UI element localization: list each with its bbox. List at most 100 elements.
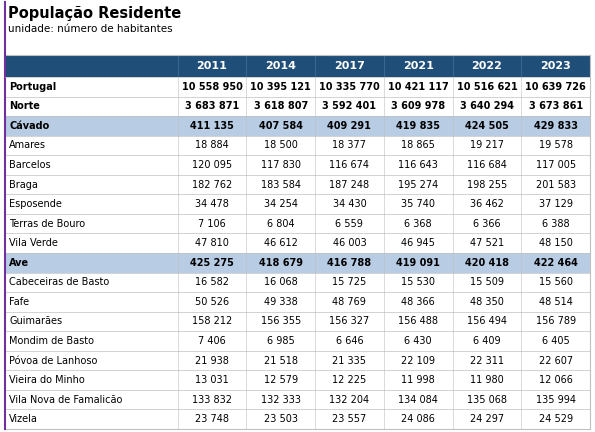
Text: 2021: 2021: [403, 61, 434, 71]
Text: 3 683 871: 3 683 871: [185, 102, 239, 111]
Text: 7 406: 7 406: [198, 336, 226, 346]
Text: 2011: 2011: [196, 61, 227, 71]
Bar: [5, 155, 590, 175]
Text: 418 679: 418 679: [259, 258, 303, 268]
Bar: [5, 214, 590, 233]
Text: 6 559: 6 559: [336, 219, 364, 229]
Text: 419 835: 419 835: [396, 121, 440, 131]
Text: 15 725: 15 725: [332, 277, 367, 287]
Text: 21 518: 21 518: [264, 356, 298, 365]
Text: 187 248: 187 248: [330, 180, 369, 190]
Text: 50 526: 50 526: [195, 297, 229, 307]
Bar: [5, 116, 590, 136]
Text: Esposende: Esposende: [9, 199, 62, 209]
Text: 15 560: 15 560: [538, 277, 572, 287]
Text: 10 516 621: 10 516 621: [456, 82, 517, 92]
Text: 117 005: 117 005: [536, 160, 576, 170]
Text: 10 421 117: 10 421 117: [388, 82, 449, 92]
Text: 23 503: 23 503: [264, 414, 298, 424]
Bar: [5, 331, 590, 351]
Text: 120 095: 120 095: [192, 160, 232, 170]
Text: 156 789: 156 789: [536, 317, 576, 327]
Text: 46 612: 46 612: [264, 238, 298, 248]
Text: 6 366: 6 366: [473, 219, 501, 229]
Text: Portugal: Portugal: [9, 82, 57, 92]
Text: 48 769: 48 769: [333, 297, 367, 307]
Text: 22 109: 22 109: [401, 356, 435, 365]
Text: 2014: 2014: [265, 61, 296, 71]
Text: 158 212: 158 212: [192, 317, 232, 327]
Text: 24 297: 24 297: [470, 414, 504, 424]
Text: 156 494: 156 494: [467, 317, 507, 327]
Text: 420 418: 420 418: [465, 258, 509, 268]
Text: 12 066: 12 066: [538, 375, 572, 385]
Text: 2023: 2023: [540, 61, 571, 71]
Bar: [5, 370, 590, 390]
Text: 18 377: 18 377: [333, 140, 367, 150]
Text: 16 068: 16 068: [264, 277, 298, 287]
Text: 416 788: 416 788: [327, 258, 371, 268]
Text: 12 225: 12 225: [332, 375, 367, 385]
Text: 24 529: 24 529: [538, 414, 573, 424]
Text: 135 994: 135 994: [536, 395, 575, 405]
Text: 132 204: 132 204: [330, 395, 369, 405]
Text: Fafe: Fafe: [9, 297, 29, 307]
Bar: [5, 194, 590, 214]
Text: Barcelos: Barcelos: [9, 160, 51, 170]
Text: Amares: Amares: [9, 140, 46, 150]
Text: 422 464: 422 464: [534, 258, 578, 268]
Text: 156 327: 156 327: [329, 317, 369, 327]
Bar: [5, 351, 590, 370]
Text: 6 388: 6 388: [542, 219, 569, 229]
Text: 23 748: 23 748: [195, 414, 229, 424]
Text: 133 832: 133 832: [192, 395, 232, 405]
Text: 47 810: 47 810: [195, 238, 229, 248]
Text: 13 031: 13 031: [195, 375, 229, 385]
Text: 16 582: 16 582: [195, 277, 229, 287]
Text: Ave: Ave: [9, 258, 29, 268]
Text: 48 366: 48 366: [401, 297, 435, 307]
Text: 2022: 2022: [471, 61, 502, 71]
Text: 6 405: 6 405: [542, 336, 569, 346]
Text: 419 091: 419 091: [396, 258, 440, 268]
Text: 7 106: 7 106: [198, 219, 226, 229]
Text: 6 409: 6 409: [473, 336, 501, 346]
Text: 156 488: 156 488: [398, 317, 438, 327]
Text: 116 674: 116 674: [330, 160, 369, 170]
Text: 201 583: 201 583: [536, 180, 576, 190]
Text: 407 584: 407 584: [259, 121, 303, 131]
Text: 21 335: 21 335: [333, 356, 367, 365]
Text: 6 368: 6 368: [405, 219, 432, 229]
Text: População Residente: População Residente: [8, 6, 181, 21]
Text: Braga: Braga: [9, 180, 38, 190]
Bar: [5, 55, 590, 77]
Text: 37 129: 37 129: [538, 199, 572, 209]
Text: Mondim de Basto: Mondim de Basto: [9, 336, 94, 346]
Text: 19 217: 19 217: [470, 140, 504, 150]
Text: Vila Verde: Vila Verde: [9, 238, 58, 248]
Text: 47 521: 47 521: [470, 238, 504, 248]
Bar: [5, 136, 590, 155]
Text: 34 478: 34 478: [195, 199, 229, 209]
Text: 48 514: 48 514: [538, 297, 572, 307]
Text: 6 804: 6 804: [267, 219, 295, 229]
Bar: [5, 77, 590, 97]
Text: 18 884: 18 884: [195, 140, 229, 150]
Bar: [5, 410, 590, 429]
Text: 22 607: 22 607: [538, 356, 573, 365]
Text: 10 558 950: 10 558 950: [181, 82, 242, 92]
Text: 18 500: 18 500: [264, 140, 298, 150]
Text: 10 395 121: 10 395 121: [250, 82, 311, 92]
Text: 36 462: 36 462: [470, 199, 504, 209]
Text: 182 762: 182 762: [192, 180, 232, 190]
Text: 10 639 726: 10 639 726: [525, 82, 586, 92]
Text: 117 830: 117 830: [261, 160, 300, 170]
Text: unidade: número de habitantes: unidade: número de habitantes: [8, 24, 173, 34]
Text: 3 673 861: 3 673 861: [528, 102, 583, 111]
Text: 22 311: 22 311: [470, 356, 504, 365]
Text: Vieira do Minho: Vieira do Minho: [9, 375, 84, 385]
Bar: [5, 292, 590, 311]
Text: 134 084: 134 084: [398, 395, 438, 405]
Bar: [5, 253, 590, 273]
Text: 49 338: 49 338: [264, 297, 298, 307]
